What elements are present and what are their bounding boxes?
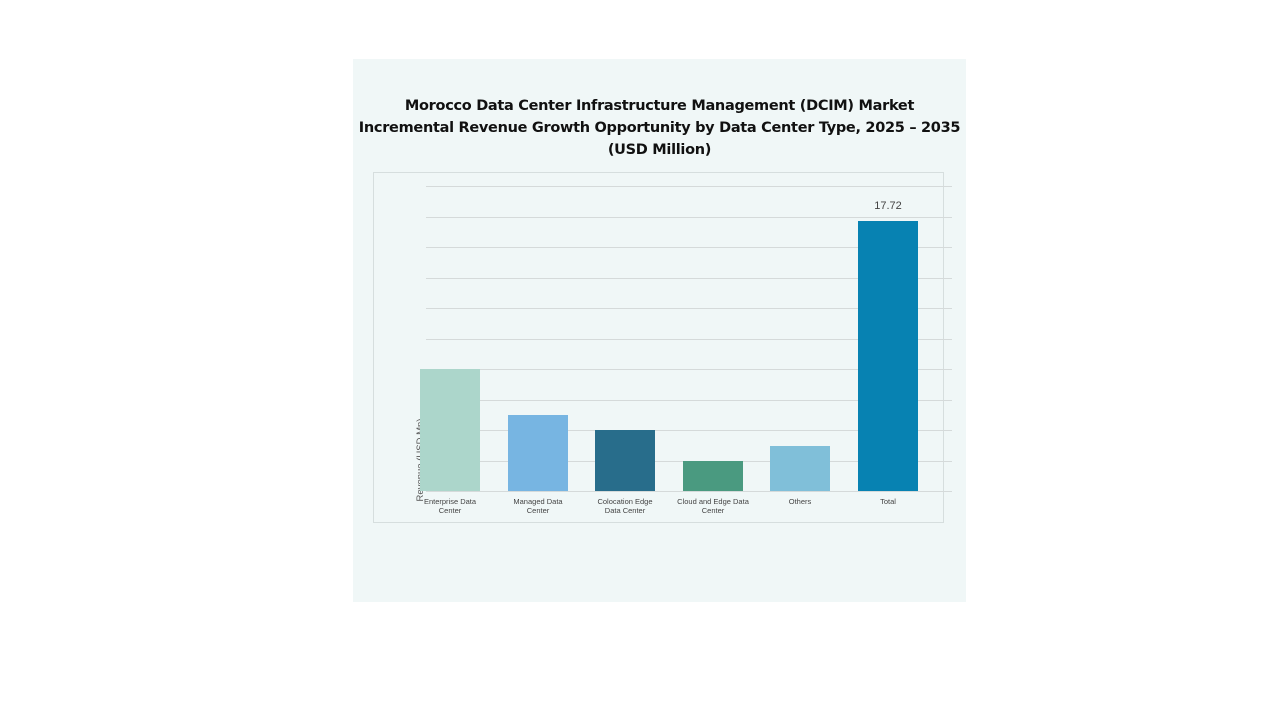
gridline [426, 491, 952, 492]
gridline [426, 186, 952, 187]
x-axis-category-label: Enterprise Data Center [423, 497, 477, 515]
plot-area: Revenue (USD Mn) Enterprise DataCenterMa… [373, 172, 952, 523]
chart-title-line-3: (USD Million) [607, 142, 712, 158]
chart-title-line-1: Morocco Data Center Infrastructure Manag… [404, 98, 915, 114]
gridline [426, 399, 952, 401]
bar-managed-data-center [508, 414, 568, 491]
chart-title-line-2: Incremental Revenue Growth Opportunity b… [358, 120, 961, 136]
bar-cloud-and-edge-data-center [683, 460, 743, 491]
bar-others [770, 446, 830, 491]
data-label: 17.72 [874, 199, 902, 212]
gridline [426, 277, 952, 279]
bar-enterprise-data-center [420, 369, 480, 491]
x-axis-category-label: Colocation Edge Data Center [597, 497, 653, 515]
chart-title: Morocco Data Center Infrastructure Manag… [353, 95, 966, 161]
x-axis-category-label: Managed Data Center [513, 497, 563, 515]
gridline [426, 247, 952, 248]
x-axis-category-label: Cloud and Edge Data Center [677, 497, 749, 515]
gridline [426, 308, 952, 309]
x-axis-category-label: Total [880, 497, 896, 506]
gridline [426, 430, 952, 431]
gridline [426, 338, 952, 340]
bar-total [858, 220, 918, 491]
gridline [426, 369, 952, 370]
gridline [426, 216, 952, 218]
x-axis-category-label: Others [788, 497, 812, 506]
bar-colocation-edge-data-center [595, 430, 655, 491]
chart-slide: Morocco Data Center Infrastructure Manag… [353, 59, 966, 602]
